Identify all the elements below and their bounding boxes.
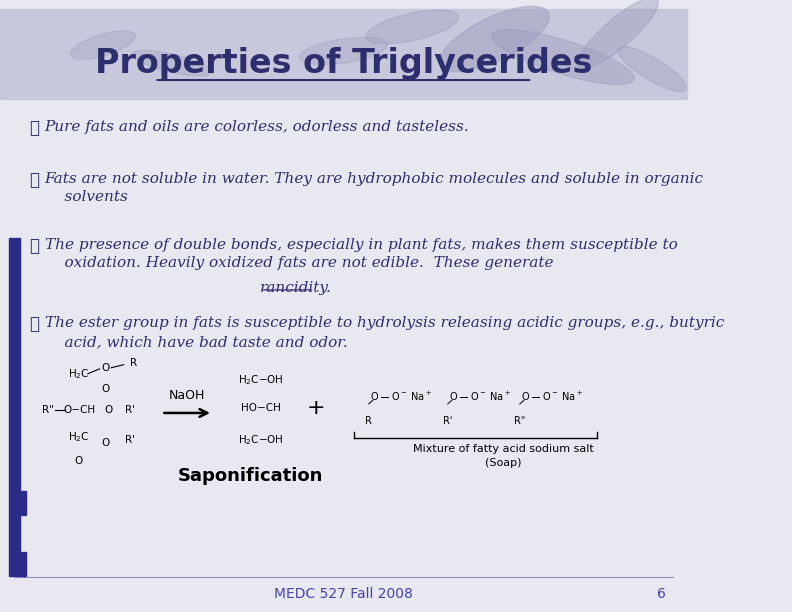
- Bar: [0, 9, 687, 99]
- Text: Fats are not soluble in water. They are hydrophobic molecules and soluble in org: Fats are not soluble in water. They are …: [44, 172, 703, 204]
- Text: ✓: ✓: [29, 121, 39, 138]
- Text: Mixture of fatty acid sodium salt
(Soap): Mixture of fatty acid sodium salt (Soap): [413, 444, 593, 468]
- Text: O: O: [521, 392, 529, 401]
- Ellipse shape: [618, 47, 687, 92]
- Ellipse shape: [492, 29, 634, 84]
- Text: The presence of double bonds, especially in plant fats, makes them susceptible t: The presence of double bonds, especially…: [44, 238, 677, 271]
- Text: +: +: [307, 398, 326, 418]
- Text: O: O: [101, 438, 109, 448]
- Text: O: O: [449, 392, 457, 401]
- Text: O: O: [101, 363, 109, 373]
- Text: R': R': [443, 416, 452, 426]
- Text: O$^-$ Na$^+$: O$^-$ Na$^+$: [470, 390, 512, 403]
- Text: O: O: [74, 456, 83, 466]
- Bar: [21, 551, 26, 576]
- Ellipse shape: [70, 31, 135, 59]
- Text: H$_2$C−OH: H$_2$C−OH: [238, 373, 284, 387]
- Text: R': R': [125, 405, 135, 415]
- Bar: [9, 238, 13, 576]
- Text: NaOH: NaOH: [169, 389, 205, 402]
- Text: H$_2$C: H$_2$C: [68, 430, 89, 444]
- Bar: [15, 238, 20, 576]
- Text: O$^-$ Na$^+$: O$^-$ Na$^+$: [543, 390, 584, 403]
- Ellipse shape: [365, 10, 459, 44]
- Text: O$^-$ Na$^+$: O$^-$ Na$^+$: [391, 390, 432, 403]
- Text: O: O: [101, 384, 109, 394]
- Text: O: O: [371, 392, 378, 401]
- Text: ✓: ✓: [29, 172, 39, 188]
- Text: 6: 6: [657, 587, 666, 601]
- Text: O−CH: O−CH: [63, 405, 95, 415]
- Text: HO−CH: HO−CH: [241, 403, 281, 413]
- Text: O: O: [105, 405, 112, 415]
- Ellipse shape: [577, 0, 658, 69]
- Text: ✓: ✓: [29, 238, 39, 255]
- Text: R": R": [514, 416, 525, 426]
- Text: rancidity.: rancidity.: [260, 282, 331, 296]
- Text: R": R": [42, 405, 54, 415]
- Ellipse shape: [440, 6, 549, 72]
- Text: The ester group in fats is susceptible to hydrolysis releasing acidic groups, e.: The ester group in fats is susceptible t…: [44, 316, 724, 349]
- Ellipse shape: [299, 37, 387, 65]
- Text: R: R: [365, 416, 372, 426]
- Bar: [21, 491, 26, 515]
- Text: MEDC 527 Fall 2008: MEDC 527 Fall 2008: [274, 587, 413, 601]
- Text: Properties of Triglycerides: Properties of Triglycerides: [94, 47, 592, 80]
- Text: ✓: ✓: [29, 316, 39, 334]
- Text: R: R: [131, 358, 138, 368]
- Text: R': R': [125, 435, 135, 445]
- Ellipse shape: [131, 50, 211, 76]
- Text: H$_2$C: H$_2$C: [68, 367, 89, 381]
- Text: Saponification: Saponification: [178, 467, 323, 485]
- Text: Pure fats and oils are colorless, odorless and tasteless.: Pure fats and oils are colorless, odorle…: [44, 121, 470, 135]
- Text: H$_2$C−OH: H$_2$C−OH: [238, 433, 284, 447]
